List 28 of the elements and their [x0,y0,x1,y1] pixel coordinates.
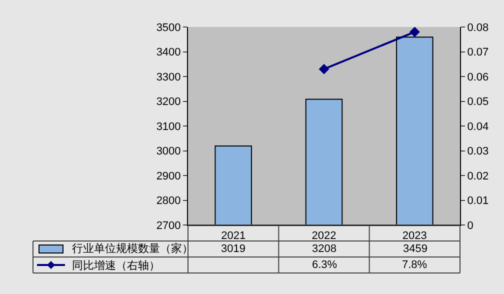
y2-tick-label: 0.07 [467,46,489,59]
data-label: 7.8% [402,259,428,271]
y2-tick-label: 0.01 [467,195,489,208]
y2-tick-label: 0.04 [467,120,489,133]
y-tick-label: 3200 [156,96,181,108]
y-tick-label: 3400 [156,46,181,59]
y2-tick-label: 0 [467,220,474,232]
data-label: 3459 [403,243,428,255]
x-tick-label: 2022 [312,230,336,242]
y2-tick-label: 0.06 [467,71,489,84]
y-tick-label: 3000 [156,146,181,158]
y-tick-label: 2900 [156,170,181,182]
data-label: 6.3% [312,259,338,271]
y2-tick-label: 0.05 [467,96,489,108]
y-tick-label: 3300 [156,71,181,84]
x-tick-label: 2021 [221,230,246,242]
legend-label: 行业单位规模数量（家） [72,242,193,255]
y-tick-label: 3100 [156,120,181,133]
x-tick-label: 2023 [402,230,427,242]
y-tick-label: 2700 [156,220,181,232]
data-label: 3208 [312,243,336,255]
legend-label: 同比增速（右轴） [72,259,160,272]
y2-tick-label: 0.08 [467,22,489,34]
y-tick-label: 3500 [156,22,181,34]
y2-tick-label: 0.02 [467,170,489,182]
y-tick-label: 2800 [156,195,181,208]
data-label: 3019 [221,243,246,255]
y2-tick-label: 0.03 [467,146,489,158]
